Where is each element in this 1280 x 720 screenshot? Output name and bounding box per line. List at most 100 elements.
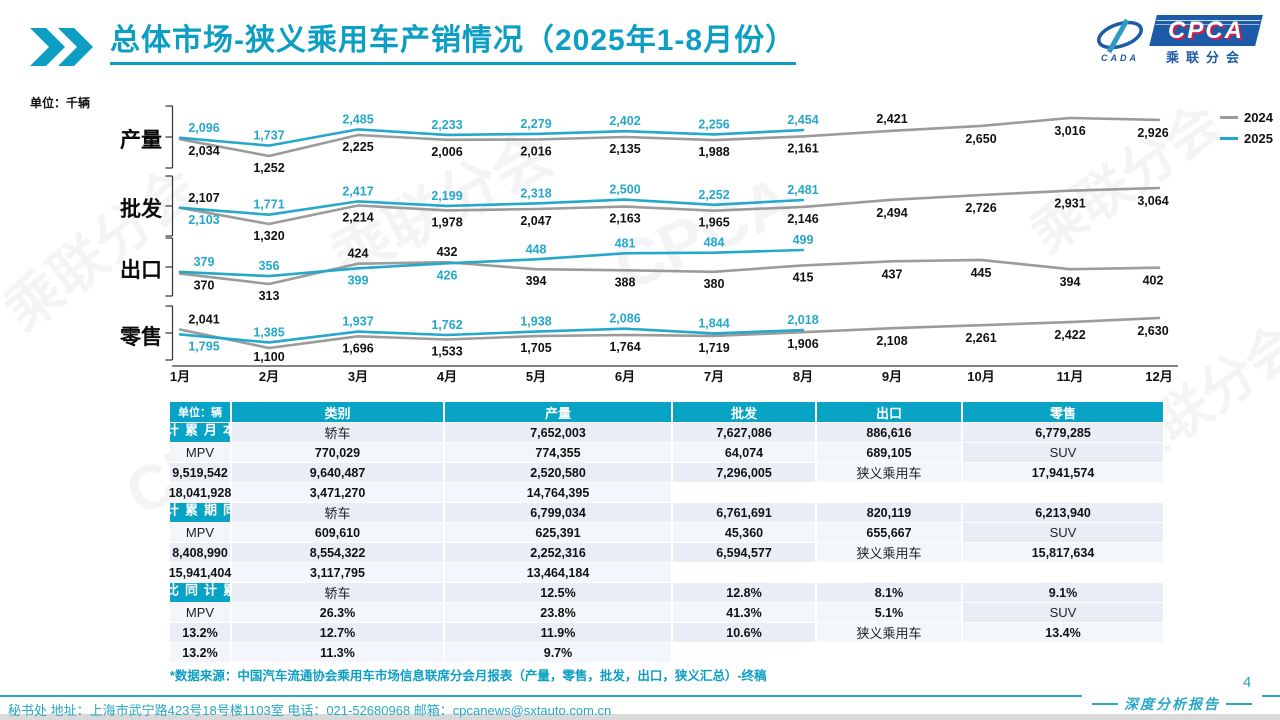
month-axis-label: 11月 bbox=[1057, 369, 1084, 384]
legend-2025: 2025 bbox=[1220, 131, 1273, 146]
value-label-2025: 2,096 bbox=[188, 121, 219, 135]
value-label-2024: 2,034 bbox=[188, 144, 219, 158]
category-cell: 狭义乘用车 bbox=[817, 463, 963, 483]
value-label-2025: 426 bbox=[437, 268, 458, 282]
dash-left bbox=[1092, 703, 1118, 705]
report-type-badge: 深度分析报告 bbox=[1082, 694, 1262, 714]
value-cell: 6,799,034 bbox=[445, 503, 673, 523]
value-label-2025: 379 bbox=[194, 255, 215, 269]
value-cell: 2,252,316 bbox=[445, 543, 673, 563]
cpca-logo: CADA CPCA 乘联分会 bbox=[1094, 16, 1262, 66]
value-cell: 11.3% bbox=[232, 643, 445, 663]
value-label-2024: 2,931 bbox=[1054, 197, 1085, 211]
value-label-2024: 2,047 bbox=[520, 214, 551, 228]
value-cell: 18,041,928 bbox=[169, 483, 232, 503]
month-axis-label: 10月 bbox=[967, 369, 994, 384]
month-axis-label: 4月 bbox=[437, 369, 457, 384]
value-cell: 820,119 bbox=[817, 503, 963, 523]
value-cell: 689,105 bbox=[817, 443, 963, 463]
value-label-2025: 2,485 bbox=[342, 112, 373, 126]
category-cell: 轿车 bbox=[232, 423, 445, 443]
value-label-2025: 484 bbox=[704, 236, 725, 250]
value-label-2024: 1,696 bbox=[342, 341, 373, 355]
cpca-text: CPCA bbox=[1167, 17, 1244, 44]
cada-swoosh-icon bbox=[1097, 19, 1143, 54]
value-cell: 15,941,404 bbox=[169, 563, 232, 583]
series-line-2024 bbox=[178, 116, 1161, 158]
value-label-2024: 2,135 bbox=[609, 142, 640, 156]
value-label-2025: 2,454 bbox=[787, 113, 818, 127]
value-cell: 9,519,542 bbox=[170, 463, 232, 483]
value-label-2024: 2,225 bbox=[342, 140, 373, 154]
value-cell: 2,520,580 bbox=[445, 463, 673, 483]
value-cell: 7,652,003 bbox=[445, 423, 673, 443]
value-label-2025: 2,279 bbox=[520, 117, 551, 131]
row-label-retail: 零售 bbox=[120, 326, 162, 349]
value-label-2024: 2,006 bbox=[431, 145, 462, 159]
value-label-2024: 2,146 bbox=[787, 212, 818, 226]
value-cell: 12.8% bbox=[673, 583, 817, 603]
value-label-2024: 2,016 bbox=[520, 145, 551, 159]
month-axis-label: 5月 bbox=[526, 369, 546, 384]
value-cell: 15,817,634 bbox=[963, 543, 1165, 563]
category-cell: MPV bbox=[170, 603, 232, 623]
value-cell: 13,464,184 bbox=[445, 563, 673, 583]
value-label-2025: 1,762 bbox=[431, 318, 462, 332]
cpca-banner: CPCA bbox=[1150, 16, 1262, 46]
value-label-2024: 380 bbox=[704, 277, 725, 291]
category-cell: 狭义乘用车 bbox=[817, 623, 963, 643]
value-cell: 64,074 bbox=[673, 443, 817, 463]
value-cell: 6,761,691 bbox=[673, 503, 817, 523]
series-line-2025 bbox=[178, 198, 805, 216]
report-type-text: 深度分析报告 bbox=[1124, 697, 1220, 713]
value-label-2024: 394 bbox=[526, 274, 547, 288]
value-label-2024: 2,421 bbox=[876, 112, 907, 126]
value-label-2024: 3,016 bbox=[1054, 124, 1085, 138]
value-label-2025: 2,233 bbox=[431, 118, 462, 132]
trend-chart: 1月 2月 3月 4月 5月 6月 7月 8月 9月 10月 11月 12月 2,096 2,034 1,7… bbox=[165, 105, 1178, 384]
summary-table: 单位：辆 类别 产量 批发 出口 零售 本月累计 轿车 7,652,003 7,627,086 88… bbox=[164, 402, 1165, 663]
value-cell: 41.3% bbox=[673, 603, 817, 623]
series-line-2025 bbox=[178, 327, 805, 344]
value-label-2024: 2,161 bbox=[787, 141, 818, 155]
value-cell: 26.3% bbox=[232, 603, 445, 623]
value-label-2024: 415 bbox=[793, 270, 814, 284]
value-cell: 13.4% bbox=[963, 623, 1165, 643]
series-line-2024 bbox=[178, 186, 1161, 226]
value-cell: 3,117,795 bbox=[232, 563, 445, 583]
value-label-2025: 2,252 bbox=[698, 188, 729, 202]
value-cell: 5.1% bbox=[817, 603, 963, 623]
value-label-2025: 399 bbox=[348, 273, 369, 287]
value-cell: 886,616 bbox=[817, 423, 963, 443]
footer-divider bbox=[0, 695, 1280, 697]
month-axis-label: 1月 bbox=[170, 369, 190, 384]
series-line-2025 bbox=[178, 128, 805, 147]
row-label-export: 出口 bbox=[120, 259, 162, 282]
value-label-2024: 1,719 bbox=[698, 341, 729, 355]
value-cell: 9.7% bbox=[445, 643, 673, 663]
slide-header: 总体市场-狭义乘用车产销情况（2025年1-8月份） bbox=[30, 24, 797, 66]
value-label-2024: 313 bbox=[259, 289, 280, 303]
table-header-cell: 产量 bbox=[445, 402, 673, 423]
value-cell: 17,941,574 bbox=[963, 463, 1165, 483]
value-cell: 8,408,990 bbox=[170, 543, 232, 563]
cada-logo: CADA bbox=[1094, 19, 1146, 63]
value-cell: 6,779,285 bbox=[963, 423, 1165, 443]
month-axis-label: 3月 bbox=[348, 369, 368, 384]
legend-2025-label: 2025 bbox=[1244, 131, 1273, 146]
value-cell: 774,355 bbox=[445, 443, 673, 463]
value-label-2024: 388 bbox=[615, 275, 636, 289]
data-source-note: *数据来源：中国汽车流通协会乘用车市场信息联席分会月报表（产量，零售，批发，出口… bbox=[170, 669, 767, 683]
value-label-2024: 437 bbox=[882, 267, 903, 281]
value-label-2025: 2,500 bbox=[609, 183, 640, 197]
month-axis-label: 6月 bbox=[615, 369, 635, 384]
value-label-2025: 2,199 bbox=[431, 189, 462, 203]
value-label-2025: 2,256 bbox=[698, 117, 729, 131]
value-cell: 12.7% bbox=[232, 623, 445, 643]
value-label-2025: 2,086 bbox=[609, 312, 640, 326]
value-label-2025: 1,795 bbox=[188, 339, 219, 353]
value-cell: 625,391 bbox=[445, 523, 673, 543]
table-group-label: 同期累计 bbox=[164, 503, 236, 523]
value-label-2024: 2,726 bbox=[965, 201, 996, 215]
